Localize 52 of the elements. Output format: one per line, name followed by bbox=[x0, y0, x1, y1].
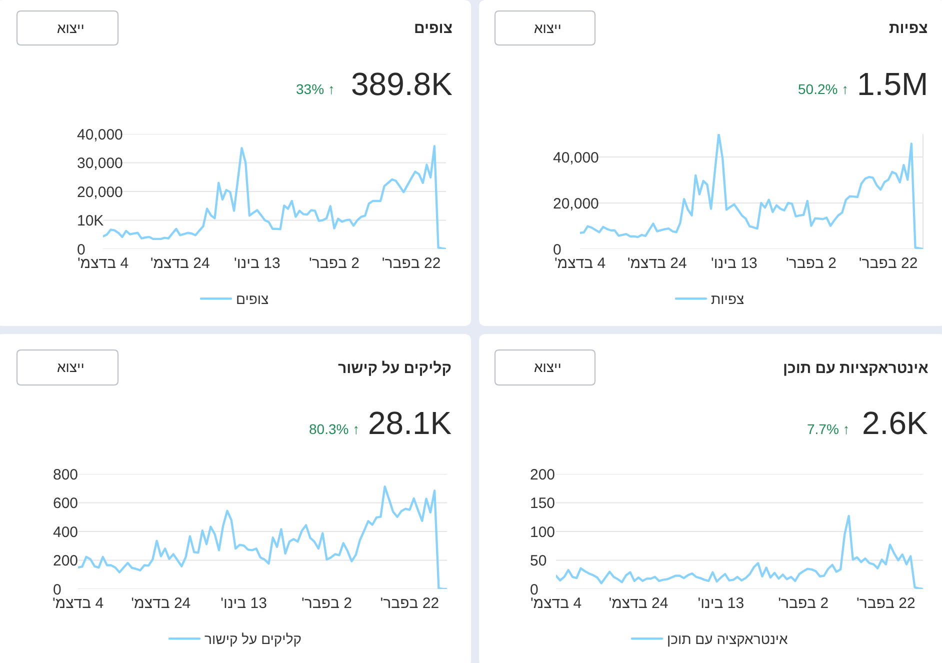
y-tick-label: 400 bbox=[53, 524, 78, 541]
x-tick-label: 2 בפבר' bbox=[309, 255, 360, 272]
x-tick-label: 22 בפבר' bbox=[380, 595, 440, 612]
y-tick-label: 800 bbox=[53, 466, 78, 484]
chart-subtitle: 389.8K bbox=[351, 66, 452, 102]
legend-label: צופים bbox=[236, 291, 270, 308]
text: 33% ↑ bbox=[296, 81, 335, 97]
x-tick-label: 2 בפבר' bbox=[786, 255, 836, 272]
chart-subtitle: 1.5M bbox=[857, 66, 928, 102]
y-tick-label: 100 bbox=[530, 524, 556, 541]
legend-label: קליקים על קישור bbox=[204, 631, 302, 648]
x-tick-label: 2 בפבר' bbox=[778, 595, 829, 612]
x-tick-label: 24 בדצמ' bbox=[131, 595, 191, 612]
text: ייצוא bbox=[57, 20, 84, 36]
y-tick-label: 600 bbox=[53, 495, 78, 512]
text: 80.3% ↑ bbox=[309, 421, 360, 437]
legend-label: צפיות bbox=[711, 291, 744, 308]
y-tick-label: 10K bbox=[77, 212, 104, 230]
x-tick-label: 24 בדצמ' bbox=[608, 595, 668, 612]
x-tick-label: 13 בינו' bbox=[234, 255, 280, 272]
y-tick-label: 20,000 bbox=[77, 184, 123, 201]
x-tick-label: 2 בפבר' bbox=[302, 595, 352, 612]
x-tick-label: 24 בדצמ' bbox=[627, 255, 687, 272]
chart-title: אינטראקציות עם תוכן bbox=[783, 360, 928, 377]
chart-subtitle: 28.1K bbox=[368, 405, 452, 441]
legend-label: אינטראקציה עם תוכן bbox=[667, 631, 788, 648]
x-tick-label: 13 בינו' bbox=[698, 595, 744, 612]
chart-subtitle: 2.6K bbox=[862, 405, 928, 441]
x-tick-label: 22 בפבר' bbox=[856, 595, 916, 612]
y-tick-label: 40,000 bbox=[553, 149, 599, 166]
y-tick-label: 30,000 bbox=[77, 155, 123, 172]
chart-title: קליקים על קישור bbox=[338, 360, 452, 377]
text: 7.7% ↑ bbox=[807, 421, 850, 437]
line-series bbox=[556, 514, 923, 589]
y-tick-label: 20,000 bbox=[553, 195, 599, 212]
y-tick-label: 200 bbox=[53, 552, 78, 570]
x-tick-label: 22 בפבר' bbox=[382, 255, 441, 272]
text: ייצוא bbox=[534, 359, 562, 375]
y-tick-label: 50 bbox=[530, 552, 547, 570]
line-series bbox=[78, 486, 447, 589]
chart-title: צופים bbox=[414, 20, 452, 37]
x-tick-label: 24 בדצמ' bbox=[150, 255, 210, 272]
x-tick-label: 13 בינו' bbox=[710, 255, 758, 272]
y-tick-label: 200 bbox=[530, 466, 556, 484]
text: 50.2% ↑ bbox=[798, 81, 849, 97]
text: ייצוא bbox=[57, 359, 84, 375]
x-tick-label: 22 בפבר' bbox=[858, 255, 918, 272]
y-tick-label: 40,000 bbox=[77, 126, 123, 144]
chart-title: צפיות bbox=[889, 20, 928, 37]
x-tick-label: 13 בינו' bbox=[220, 595, 268, 612]
y-tick-label: 150 bbox=[530, 495, 556, 512]
text: ייצוא bbox=[534, 20, 562, 36]
